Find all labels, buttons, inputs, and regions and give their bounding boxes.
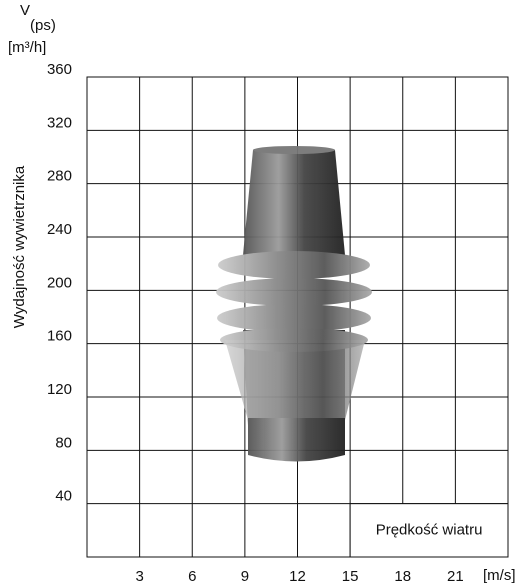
y-tick-label: 320 — [47, 114, 72, 131]
plot-frame — [86, 76, 509, 558]
annotation: Prędkość wiatru — [376, 521, 483, 538]
x-tick-label: 12 — [289, 568, 306, 585]
y-tick-label: 360 — [47, 61, 72, 78]
x-tick-label: 6 — [188, 568, 196, 585]
y-tick-label: 120 — [47, 381, 72, 398]
x-tick-label: 3 — [135, 568, 143, 585]
x-tick-label: 21 — [447, 568, 464, 585]
y-tick-label: 200 — [47, 274, 72, 291]
y-axis-title: Wydajność wywietrznika — [11, 165, 28, 328]
annotation-box — [349, 503, 509, 558]
y-tick-label: 40 — [55, 488, 72, 505]
x-tick-label: 18 — [394, 568, 411, 585]
ventilator-image — [216, 146, 372, 462]
x-tick-label: 15 — [342, 568, 359, 585]
y-unit-subscript: (ps) — [30, 17, 56, 34]
y-unit-dot: · — [24, 2, 29, 19]
y-tick-label: 240 — [47, 221, 72, 238]
y-unit: [m³/h] — [8, 39, 46, 56]
y-tick-label: 280 — [47, 168, 72, 185]
y-tick-label: 80 — [55, 434, 72, 451]
y-unit-symbol: V — [20, 2, 30, 19]
y-tick-label: 160 — [47, 328, 72, 345]
x-tick-label: 9 — [241, 568, 249, 585]
x-unit: [m/s] — [483, 567, 516, 584]
